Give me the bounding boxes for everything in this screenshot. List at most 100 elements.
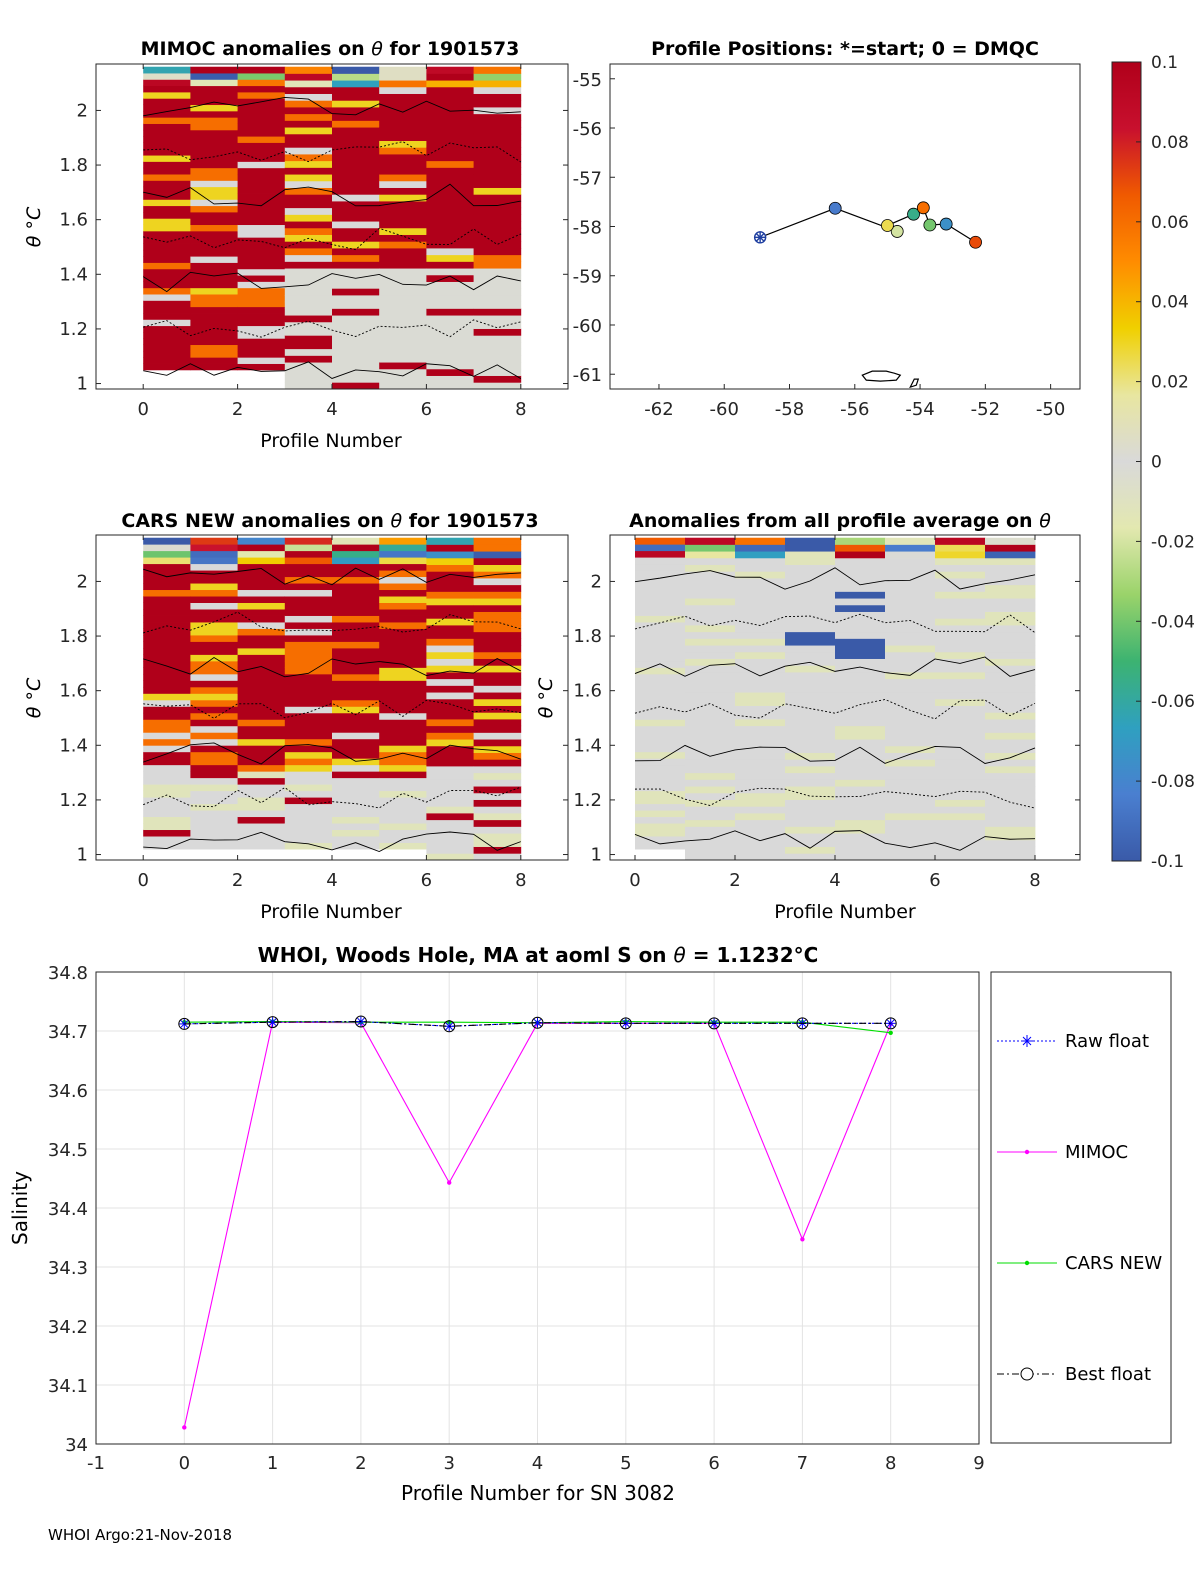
heatmap-cell	[935, 712, 986, 720]
heatmap-cell	[284, 180, 333, 188]
heatmap-cell	[143, 725, 191, 733]
heatmap-cell	[426, 672, 474, 680]
heatmap-cell	[284, 810, 333, 818]
heatmap-cell	[473, 853, 522, 861]
heatmap-cell	[473, 564, 522, 572]
heatmap-cell	[143, 193, 191, 200]
heatmap-cell	[426, 254, 474, 262]
heatmap-cell	[284, 268, 333, 276]
heatmap-cell	[284, 93, 333, 101]
heatmap-cell	[835, 839, 886, 847]
heatmap-cell	[735, 759, 786, 767]
heatmap-cell	[985, 819, 1036, 827]
heatmap-cell	[143, 224, 191, 232]
heatmap-cell	[284, 751, 333, 759]
heatmap-cell	[885, 557, 936, 565]
heatmap-cell	[785, 591, 836, 599]
heatmap-cell	[332, 589, 380, 597]
marker-stroke	[180, 1020, 189, 1028]
x-tick-label: 0	[137, 399, 148, 420]
y-tick-label: 34.2	[48, 1317, 88, 1338]
heatmap-cell	[332, 288, 380, 296]
heatmap-cell	[685, 739, 736, 747]
heatmap-cell	[635, 797, 686, 805]
heatmap-cell	[635, 596, 686, 603]
heatmap-cell	[379, 816, 427, 824]
heatmap-cell	[785, 766, 836, 774]
heatmap-cell	[473, 73, 522, 81]
heatmap-cell	[473, 658, 522, 666]
heatmap-cell	[143, 129, 191, 137]
heatmap-cell	[143, 117, 191, 124]
footer-stamp: WHOI Argo:21-Nov-2018	[48, 1526, 232, 1544]
heatmap-cell	[426, 160, 474, 168]
heatmap-cell	[237, 842, 286, 850]
heatmap-cell	[284, 583, 333, 591]
heatmap-cell	[379, 133, 427, 141]
heatmap-cell	[473, 779, 522, 787]
heatmap-cell	[935, 571, 986, 579]
heatmap-cell	[190, 148, 238, 156]
heatmap-cell	[332, 628, 380, 636]
heatmap-cell	[685, 766, 736, 774]
heatmap-cell	[735, 658, 786, 666]
heatmap-cell	[473, 692, 522, 700]
heatmap-cell	[835, 786, 886, 794]
heatmap-cell	[426, 281, 474, 289]
heatmap-cell	[985, 839, 1036, 847]
heatmap-cell	[237, 167, 286, 175]
heatmap-cell	[473, 241, 522, 249]
heatmap-cell	[190, 300, 238, 308]
colorbar-tick-label: 0.1	[1151, 53, 1178, 73]
heatmap-cell	[426, 625, 474, 633]
heatmap-cell	[237, 262, 286, 270]
heatmap-cell	[190, 823, 238, 831]
heatmap-cell	[935, 786, 986, 794]
heatmap-cell	[332, 803, 380, 811]
heatmap-cell	[332, 221, 380, 229]
heatmap-cell	[332, 93, 380, 101]
heatmap-cell	[379, 673, 427, 681]
heatmap-cell	[190, 686, 238, 694]
heatmap-cell	[190, 357, 238, 364]
heatmap-cell	[284, 622, 333, 629]
heatmap-cell	[284, 113, 333, 121]
heatmap-cell	[190, 816, 238, 824]
heatmap-cell	[426, 618, 474, 626]
heatmap-cell	[237, 602, 286, 610]
heatmap-cell	[685, 792, 736, 800]
heatmap-cell	[284, 576, 333, 584]
heatmap-cell	[685, 826, 736, 834]
contour-line	[143, 611, 521, 634]
heatmap-cell	[237, 66, 286, 74]
heatmap-cell	[735, 692, 786, 700]
heatmap-cell	[426, 66, 474, 74]
heatmap-cell	[885, 833, 936, 841]
x-tick-label: 8	[515, 399, 526, 420]
heatmap-cell	[284, 288, 333, 296]
profile-position-marker	[969, 235, 982, 249]
heatmap-cell	[635, 635, 686, 642]
heatmap-cell	[685, 658, 736, 666]
heatmap-cell	[426, 93, 474, 101]
heatmap-cell	[685, 692, 736, 700]
heatmap-cell	[237, 73, 286, 80]
heatmap-cell	[237, 193, 286, 200]
heatmap-cell	[473, 685, 522, 693]
heatmap-cell	[379, 281, 427, 289]
heatmap-cell	[379, 66, 427, 74]
heatmap-cell	[885, 551, 936, 559]
heatmap-cell	[735, 745, 786, 753]
contour-line	[143, 656, 522, 678]
heatmap-cell	[935, 792, 986, 800]
heatmap-cell	[332, 712, 380, 720]
heatmap-cell	[473, 772, 522, 780]
heatmap-cell	[284, 248, 333, 256]
heatmap-cell	[284, 342, 333, 350]
heatmap-cell	[685, 645, 736, 653]
heatmap-cell	[426, 100, 474, 108]
heatmap-cell	[935, 692, 986, 700]
heatmap-cell	[985, 739, 1036, 747]
heatmap-cell	[237, 186, 286, 194]
heatmap-cell	[332, 686, 380, 694]
